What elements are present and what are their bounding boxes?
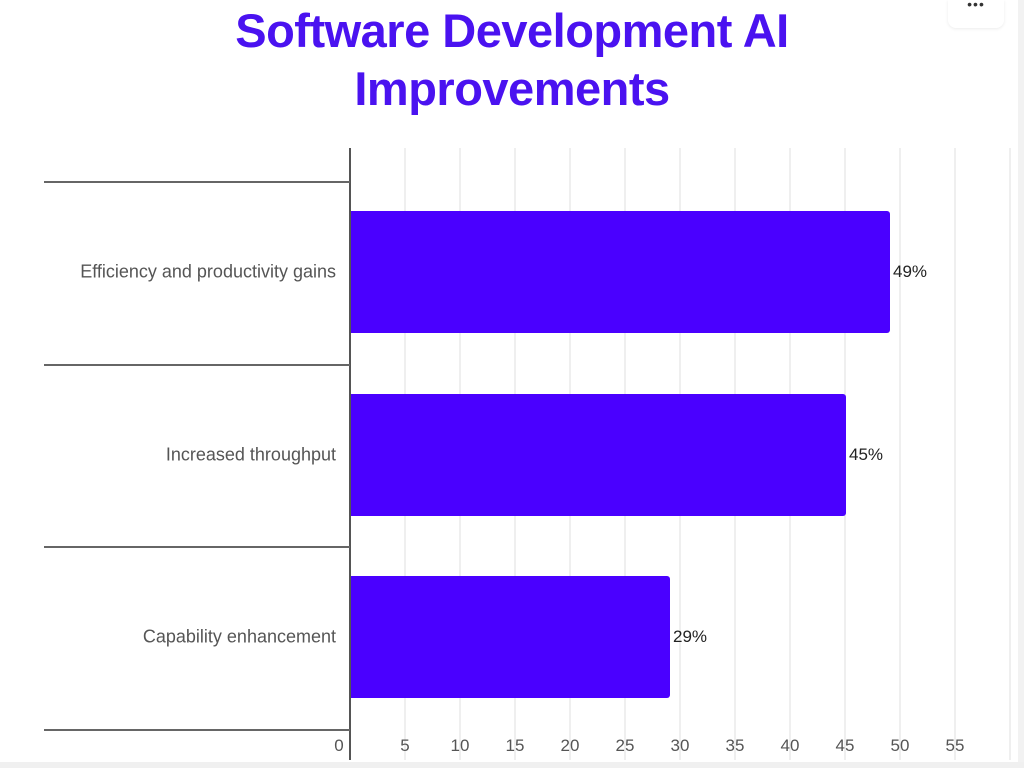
bar [351, 576, 670, 699]
category-label: Efficiency and productivity gains [80, 261, 336, 282]
x-gridline [1009, 148, 1011, 760]
y-axis-line [349, 148, 351, 760]
x-tick-label: 35 [725, 736, 745, 755]
x-tick-label: 25 [615, 736, 635, 755]
x-tick-label: 30 [670, 736, 690, 755]
x-tick-label: 50 [890, 736, 910, 755]
category-separator [44, 364, 350, 366]
x-tick-label: 0 [334, 736, 344, 755]
chart-title: Software Development AI Improvements [0, 2, 1024, 118]
x-tick-label: 5 [400, 736, 410, 755]
x-gridline [899, 148, 901, 760]
chart-title-line-2: Improvements [354, 62, 670, 115]
category-label: Capability enhancement [142, 626, 336, 647]
bar-value-label: 49% [893, 262, 928, 282]
bar [351, 211, 890, 334]
x-tick-label: 10 [450, 736, 470, 755]
window-edge-bottom [0, 762, 1024, 768]
category-separator [44, 181, 350, 183]
chart-title-line-1: Software Development AI [235, 4, 789, 57]
x-tick-label: 55 [945, 736, 965, 755]
category-separator [44, 546, 350, 548]
x-tick-label: 45 [835, 736, 855, 755]
more-horizontal-icon: ••• [967, 0, 985, 12]
chart-menu-button[interactable]: ••• [948, 0, 1004, 28]
bar-value-label: 29% [673, 627, 708, 647]
x-tick-label: 40 [780, 736, 800, 755]
x-tick-label: 15 [505, 736, 525, 755]
category-label: Increased throughput [165, 444, 336, 465]
bar [351, 393, 846, 516]
x-tick-label: 20 [560, 736, 580, 755]
window-edge-right [1018, 0, 1024, 768]
category-separator [44, 729, 350, 731]
x-gridline [954, 148, 956, 760]
bar-value-label: 45% [849, 444, 884, 464]
